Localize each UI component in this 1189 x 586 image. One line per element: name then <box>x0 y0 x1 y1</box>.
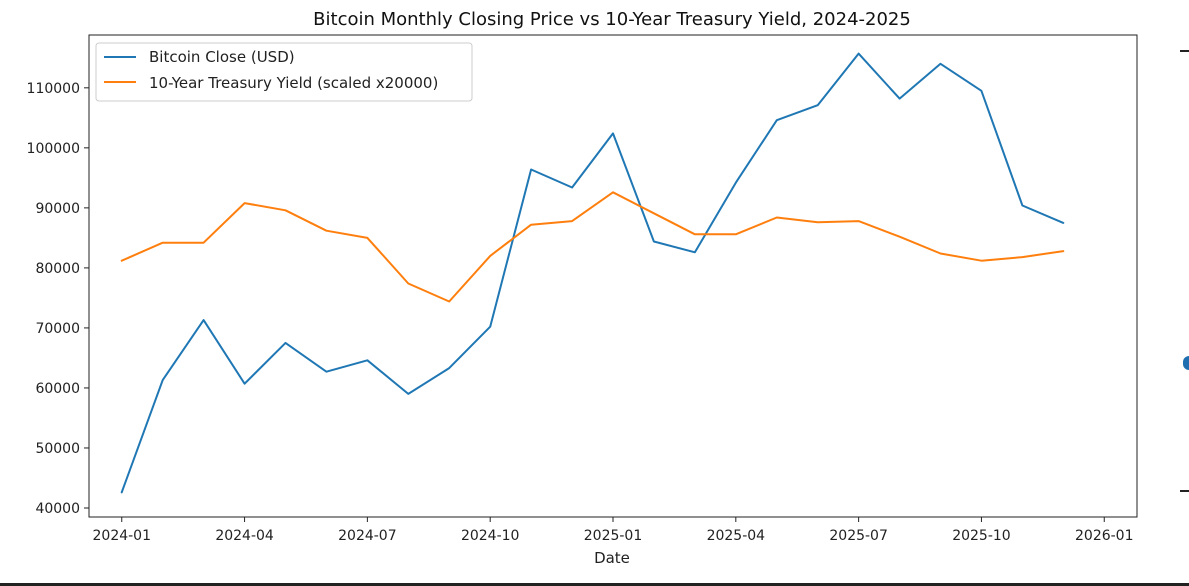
x-axis-title: Date <box>594 549 630 567</box>
window-edge-right-bottom <box>1180 490 1189 492</box>
x-tick-label: 2024-04 <box>215 528 274 544</box>
x-tick-label: 2024-01 <box>93 528 152 544</box>
x-tick-label: 2026-01 <box>1075 528 1134 544</box>
x-axis: 2024-01 2024-04 2024-07 2024-10 2025-01 2025-… <box>93 517 1134 544</box>
x-tick-label: 2024-07 <box>338 528 397 544</box>
x-tick-label: 2025-07 <box>829 528 888 544</box>
y-tick-label: 110000 <box>27 81 80 97</box>
y-tick-label: 70000 <box>35 321 80 337</box>
legend-label-treasury: 10-Year Treasury Yield (scaled x20000) <box>149 74 438 92</box>
x-tick-label: 2024-10 <box>461 528 520 544</box>
plot-area <box>88 34 1138 518</box>
scroll-handle[interactable] <box>1183 356 1189 370</box>
window-edge-right-top <box>1180 50 1189 52</box>
series-line-1 <box>120 191 1065 303</box>
series-line-0 <box>120 52 1065 494</box>
window-edge-bottom <box>0 583 1189 586</box>
legend: Bitcoin Close (USD) 10-Year Treasury Yie… <box>95 42 473 102</box>
y-tick-label: 80000 <box>35 261 80 277</box>
y-tick-label: 60000 <box>35 381 80 397</box>
x-tick-label: 2025-10 <box>952 528 1011 544</box>
series-layer <box>120 52 1065 494</box>
legend-box <box>95 42 473 102</box>
y-tick-label: 100000 <box>27 141 80 157</box>
legend-label-bitcoin: Bitcoin Close (USD) <box>149 48 295 66</box>
x-tick-label: 2025-01 <box>584 528 643 544</box>
y-tick-label: 40000 <box>35 501 80 517</box>
x-tick-label: 2025-04 <box>707 528 766 544</box>
chart-title: Bitcoin Monthly Closing Price vs 10-Year… <box>313 9 911 30</box>
y-tick-label: 90000 <box>35 201 80 217</box>
y-tick-label: 50000 <box>35 441 80 457</box>
y-axis: 40000 50000 60000 70000 80000 90000 100000 1100… <box>27 81 89 517</box>
